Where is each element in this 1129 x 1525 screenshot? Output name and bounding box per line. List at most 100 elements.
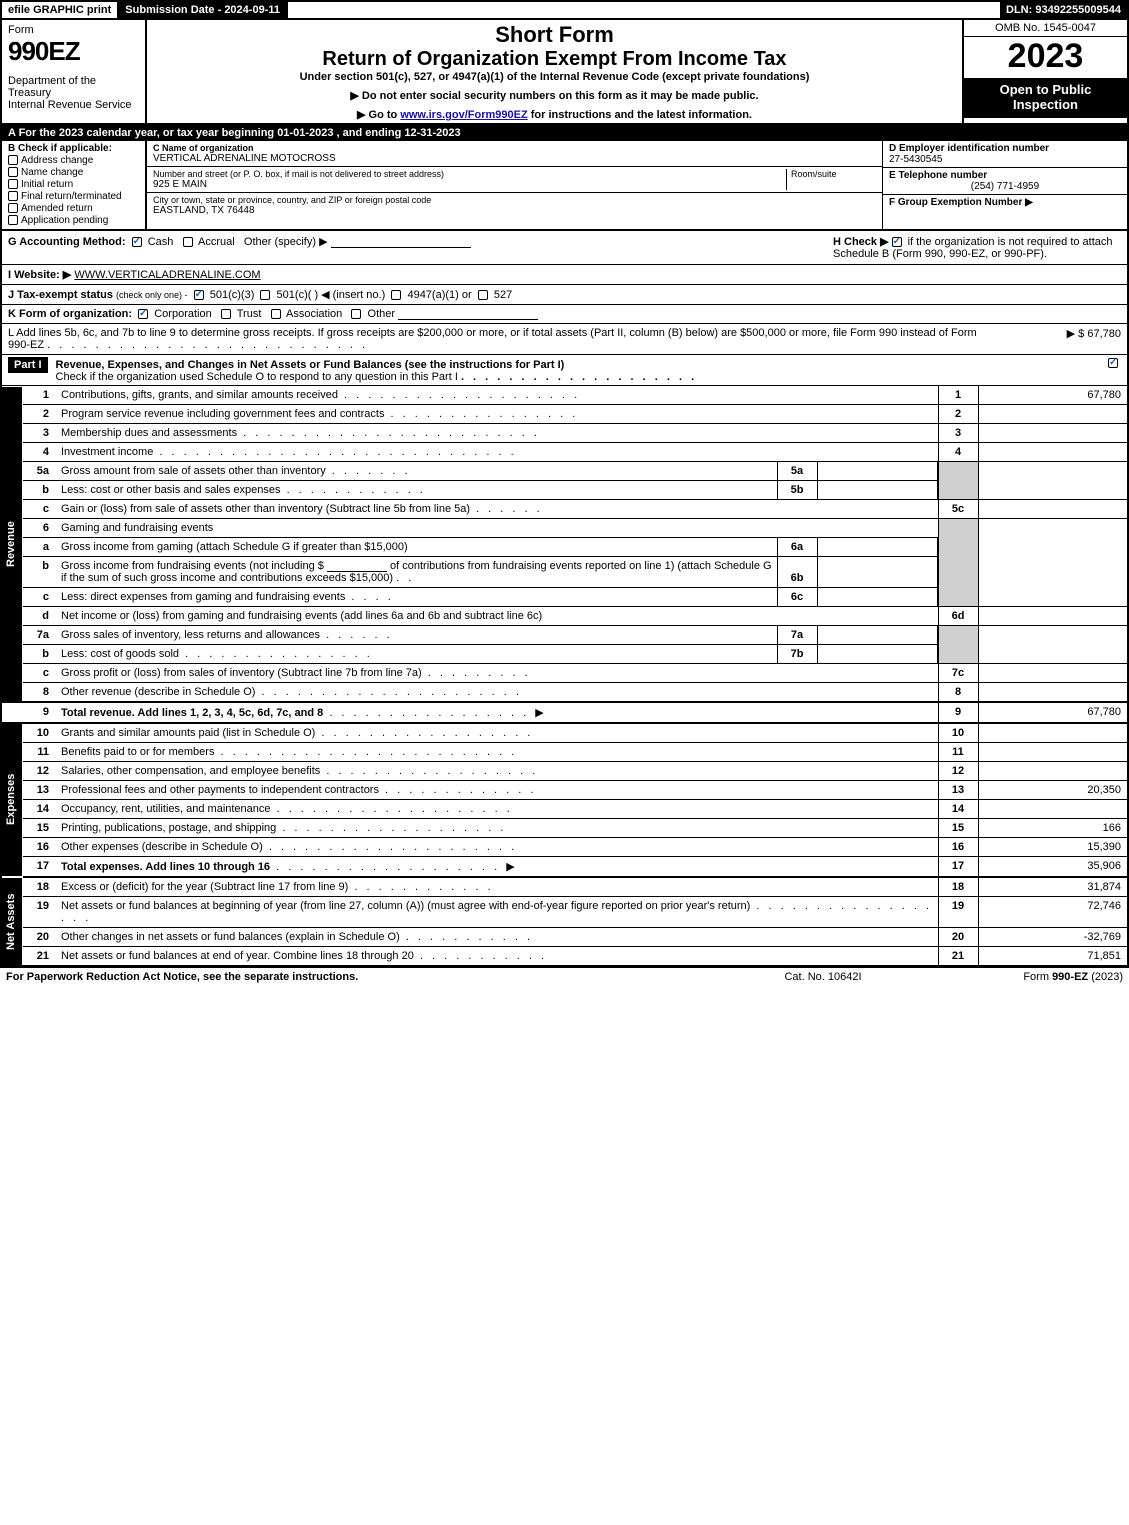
inner-box: 6a bbox=[777, 538, 817, 556]
netassets-side-label: Net Assets bbox=[1, 877, 23, 966]
tax-year: 2023 bbox=[964, 37, 1127, 78]
checkbox-icon[interactable] bbox=[183, 237, 193, 247]
line-desc: Net assets or fund balances at end of ye… bbox=[57, 947, 938, 967]
line-amount bbox=[978, 762, 1128, 781]
k-other-input[interactable] bbox=[398, 308, 538, 320]
col-c-left: C Name of organization VERTICAL ADRENALI… bbox=[147, 141, 882, 229]
line-desc: Total revenue. Add lines 1, 2, 3, 4, 5c,… bbox=[57, 702, 938, 723]
checkbox-icon[interactable] bbox=[478, 290, 488, 300]
irs-link[interactable]: www.irs.gov/Form990EZ bbox=[400, 109, 527, 121]
chk-initial-return[interactable]: Initial return bbox=[8, 179, 139, 190]
checkbox-icon[interactable] bbox=[8, 191, 18, 201]
room-label: Room/suite bbox=[786, 169, 876, 190]
open-to-public: Open to Public Inspection bbox=[964, 78, 1127, 118]
line-box: 5c bbox=[938, 500, 978, 519]
checkbox-icon[interactable] bbox=[194, 290, 204, 300]
efile-label[interactable]: efile GRAPHIC print bbox=[2, 2, 119, 18]
line-box: 19 bbox=[938, 897, 978, 928]
chk-label: Application pending bbox=[21, 215, 108, 226]
revenue-side-label: Revenue bbox=[1, 386, 23, 702]
chk-final-return[interactable]: Final return/terminated bbox=[8, 191, 139, 202]
chk-label: Name change bbox=[21, 167, 83, 178]
part1-check: Check if the organization used Schedule … bbox=[56, 371, 458, 383]
dln: DLN: 93492255009544 bbox=[1000, 2, 1127, 18]
h-label: H Check ▶ bbox=[833, 236, 889, 248]
instruction-2: ▶ Go to www.irs.gov/Form990EZ for instru… bbox=[155, 108, 954, 121]
line-7a: Gross sales of inventory, less returns a… bbox=[57, 626, 938, 645]
checkbox-icon[interactable] bbox=[221, 309, 231, 319]
line-num: 10 bbox=[23, 723, 57, 743]
checkbox-icon[interactable] bbox=[1108, 358, 1118, 368]
checkbox-icon[interactable] bbox=[260, 290, 270, 300]
line-box: 14 bbox=[938, 800, 978, 819]
inner-box: 5a bbox=[777, 462, 817, 480]
line-num: c bbox=[23, 500, 57, 519]
checkbox-icon[interactable] bbox=[8, 179, 18, 189]
checkbox-icon[interactable] bbox=[8, 203, 18, 213]
checkbox-icon[interactable] bbox=[8, 215, 18, 225]
checkbox-icon[interactable] bbox=[8, 167, 18, 177]
line-box: 10 bbox=[938, 723, 978, 743]
l-text: L Add lines 5b, 6c, and 7b to line 9 to … bbox=[8, 327, 1001, 351]
line-num: 4 bbox=[23, 443, 57, 462]
line-amount: 67,780 bbox=[978, 702, 1128, 723]
line-amount bbox=[978, 519, 1128, 607]
j-label: J Tax-exempt status bbox=[8, 289, 113, 301]
row-l: L Add lines 5b, 6c, and 7b to line 9 to … bbox=[0, 324, 1129, 355]
line-desc: Membership dues and assessments . . . . … bbox=[57, 424, 938, 443]
city-label: City or town, state or province, country… bbox=[153, 195, 876, 205]
chk-address-change[interactable]: Address change bbox=[8, 155, 139, 166]
checkbox-icon[interactable] bbox=[132, 237, 142, 247]
checkbox-icon[interactable] bbox=[8, 155, 18, 165]
line-box: 11 bbox=[938, 743, 978, 762]
line-desc: Benefits paid to or for members . . . . … bbox=[57, 743, 938, 762]
phone: (254) 771-4959 bbox=[889, 181, 1121, 192]
checkbox-icon[interactable] bbox=[351, 309, 361, 319]
phone-label: E Telephone number bbox=[889, 170, 1121, 181]
inner-amount bbox=[817, 588, 937, 606]
chk-label: Amended return bbox=[21, 203, 93, 214]
form-title: Return of Organization Exempt From Incom… bbox=[155, 48, 954, 71]
row-h: H Check ▶ if the organization is not req… bbox=[827, 231, 1127, 264]
line-num: 2 bbox=[23, 405, 57, 424]
line-num: b bbox=[23, 557, 57, 588]
org-name-label: C Name of organization bbox=[153, 143, 876, 153]
l6b-amount-input[interactable] bbox=[327, 560, 387, 572]
g-cash: Cash bbox=[148, 236, 174, 248]
line-amount: 72,746 bbox=[978, 897, 1128, 928]
checkbox-icon[interactable] bbox=[138, 309, 148, 319]
line-desc: Printing, publications, postage, and shi… bbox=[57, 819, 938, 838]
org-name-cell: C Name of organization VERTICAL ADRENALI… bbox=[147, 141, 882, 167]
k-corp: Corporation bbox=[154, 308, 211, 320]
line-desc: Other revenue (describe in Schedule O) .… bbox=[57, 683, 938, 703]
chk-label: Initial return bbox=[21, 179, 73, 190]
checkbox-icon[interactable] bbox=[391, 290, 401, 300]
line-desc: Other expenses (describe in Schedule O) … bbox=[57, 838, 938, 857]
website[interactable]: WWW.VERTICALADRENALINE.COM bbox=[74, 269, 260, 281]
dots: . . . . . . . . . . . . . . . . . . . . bbox=[461, 371, 697, 383]
checkbox-icon[interactable] bbox=[892, 237, 902, 247]
phone-cell: E Telephone number (254) 771-4959 bbox=[883, 168, 1127, 195]
chk-application-pending[interactable]: Application pending bbox=[8, 215, 139, 226]
page-footer: For Paperwork Reduction Act Notice, see … bbox=[0, 967, 1129, 986]
line-amount bbox=[978, 462, 1128, 500]
line-6a: Gross income from gaming (attach Schedul… bbox=[57, 538, 938, 557]
line-box: 8 bbox=[938, 683, 978, 703]
line-desc: Gross profit or (loss) from sales of inv… bbox=[57, 664, 938, 683]
line-num: 12 bbox=[23, 762, 57, 781]
line-num: 3 bbox=[23, 424, 57, 443]
other-input[interactable] bbox=[331, 236, 471, 248]
part1-tag: Part I bbox=[8, 357, 48, 373]
group-cell: F Group Exemption Number ▶ bbox=[883, 195, 1127, 210]
group-label: F Group Exemption Number ▶ bbox=[889, 197, 1033, 208]
header-center: Short Form Return of Organization Exempt… bbox=[147, 20, 962, 123]
checkbox-icon[interactable] bbox=[271, 309, 281, 319]
ein: 27-5430545 bbox=[889, 154, 1121, 165]
line-box: 4 bbox=[938, 443, 978, 462]
chk-amended-return[interactable]: Amended return bbox=[8, 203, 139, 214]
line-amount: 15,390 bbox=[978, 838, 1128, 857]
chk-name-change[interactable]: Name change bbox=[8, 167, 139, 178]
instr2-pre: ▶ Go to bbox=[357, 109, 400, 121]
line-amount bbox=[978, 424, 1128, 443]
line-num: 7a bbox=[23, 626, 57, 645]
